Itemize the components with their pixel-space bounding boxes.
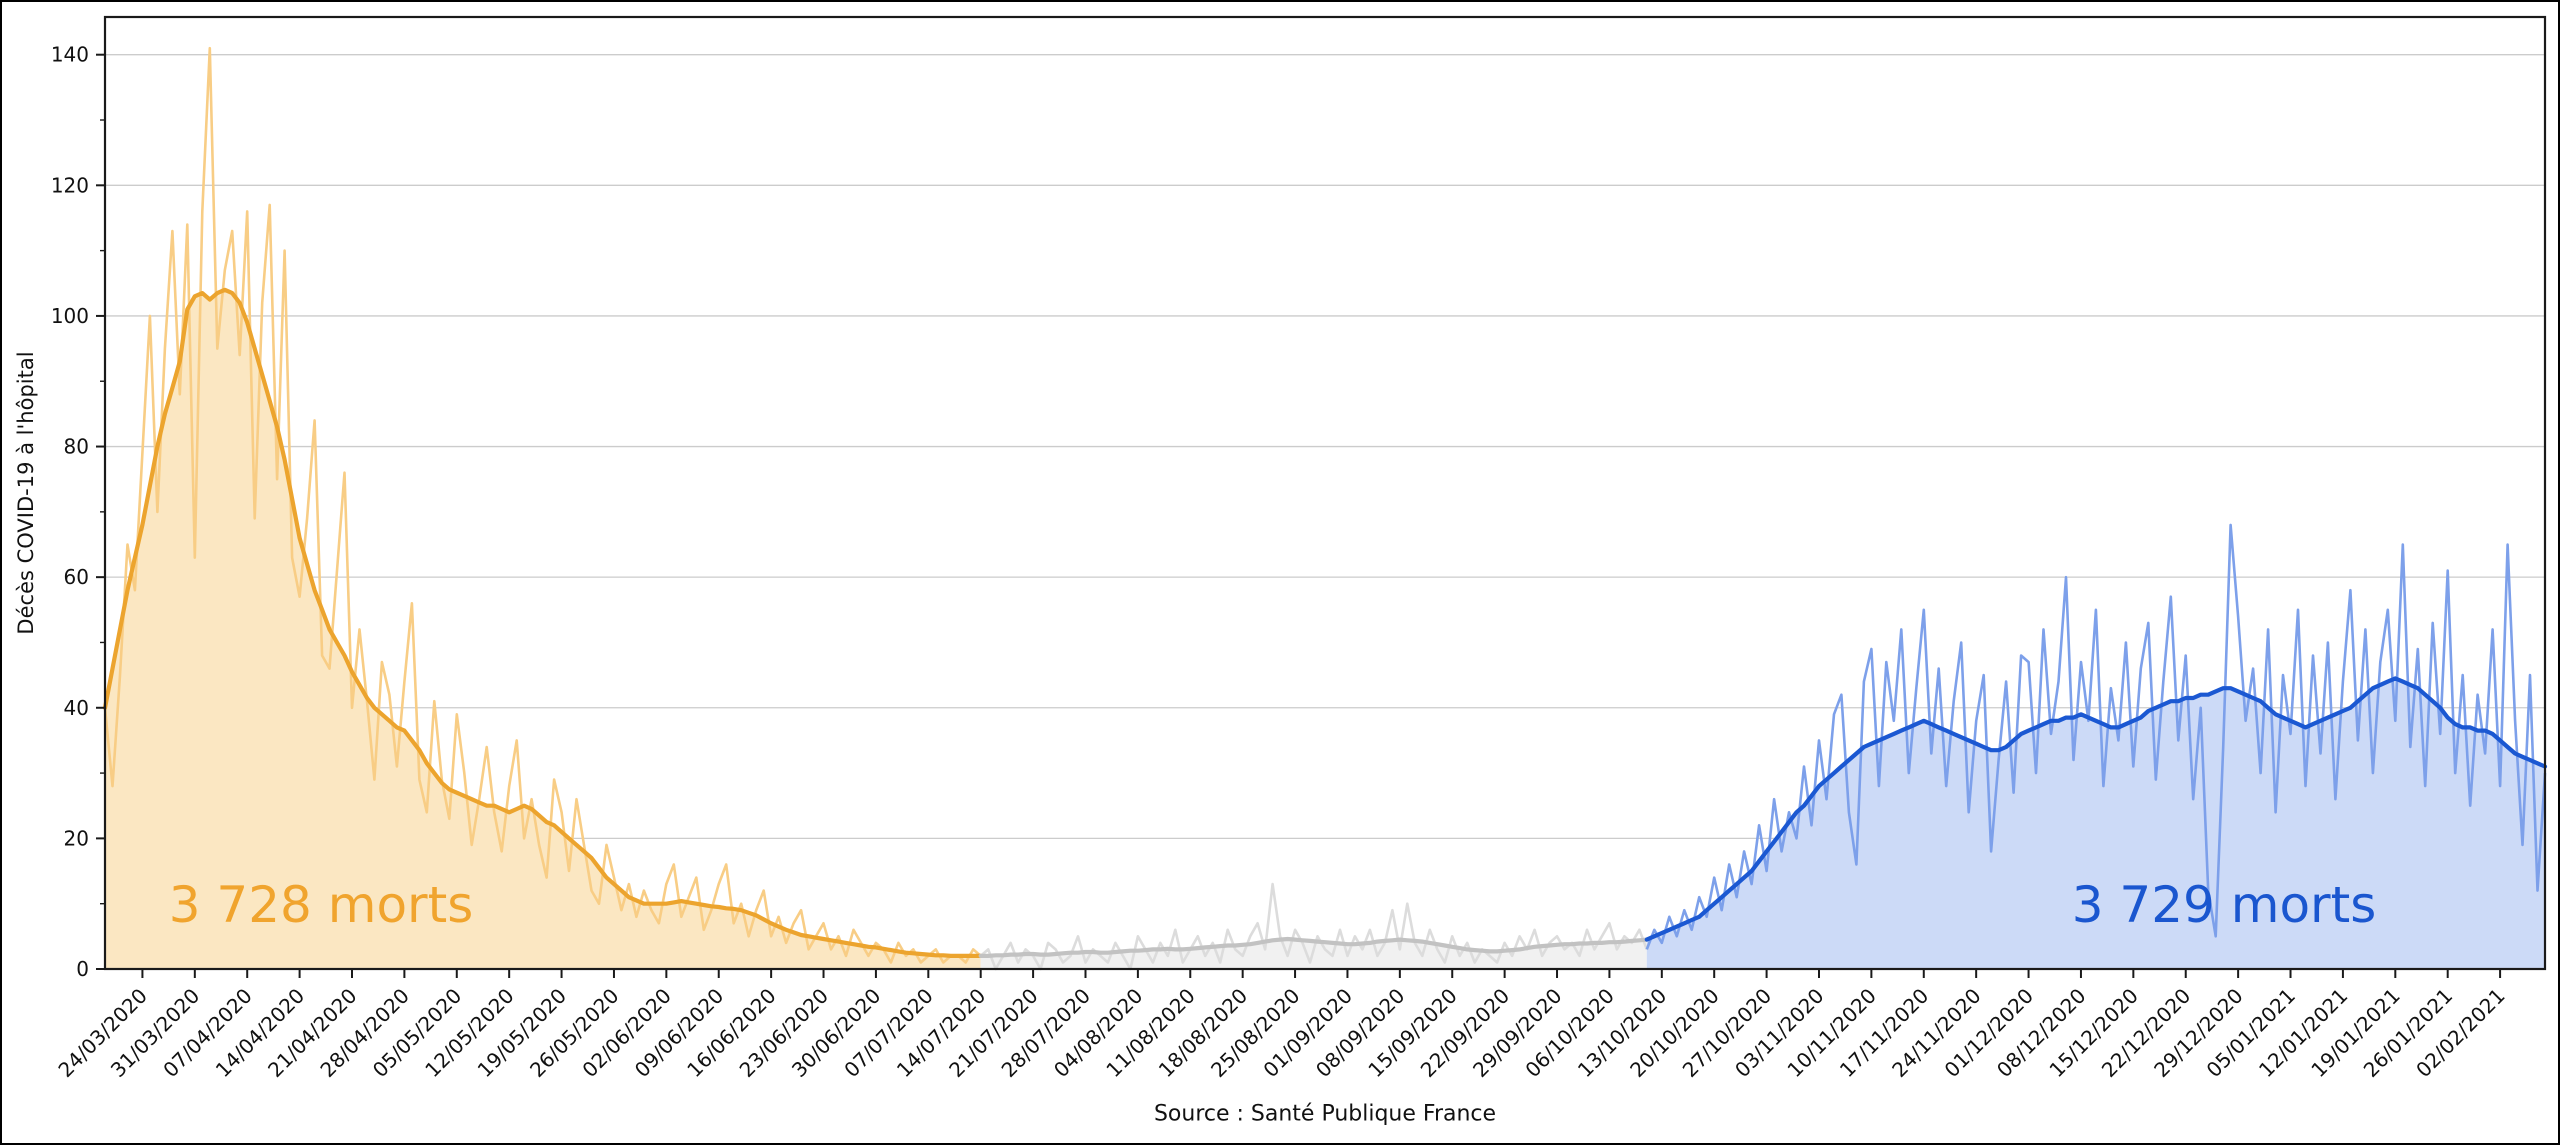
y-tick-label-0: 0 (76, 957, 89, 981)
y-axis-title: Décès COVID-19 à l'hôpital (14, 351, 38, 635)
area-fill-wave1 (105, 289, 981, 969)
average-line-summer (978, 936, 1649, 959)
y-tick-label-100: 100 (51, 304, 89, 328)
average-line-wave2 (1644, 676, 2548, 942)
average-line-wave1 (102, 287, 983, 959)
wave1-total-annotation: 3 728 morts (168, 876, 474, 934)
daily-line-wave2 (1645, 523, 2547, 950)
plot-frame (103, 15, 2547, 971)
y-tick-label-140: 140 (51, 43, 89, 67)
y-tick-label-60: 60 (64, 565, 89, 589)
y-tick-label-20: 20 (64, 826, 89, 850)
y-tick-label-40: 40 (64, 696, 89, 720)
y-tick-label-80: 80 (64, 435, 89, 459)
wave2-total-annotation: 3 729 morts (2071, 876, 2377, 934)
y-tick-label-120: 120 (51, 173, 89, 197)
x-axis-source-caption: Source : Santé Publique France (1153, 1101, 1497, 1127)
